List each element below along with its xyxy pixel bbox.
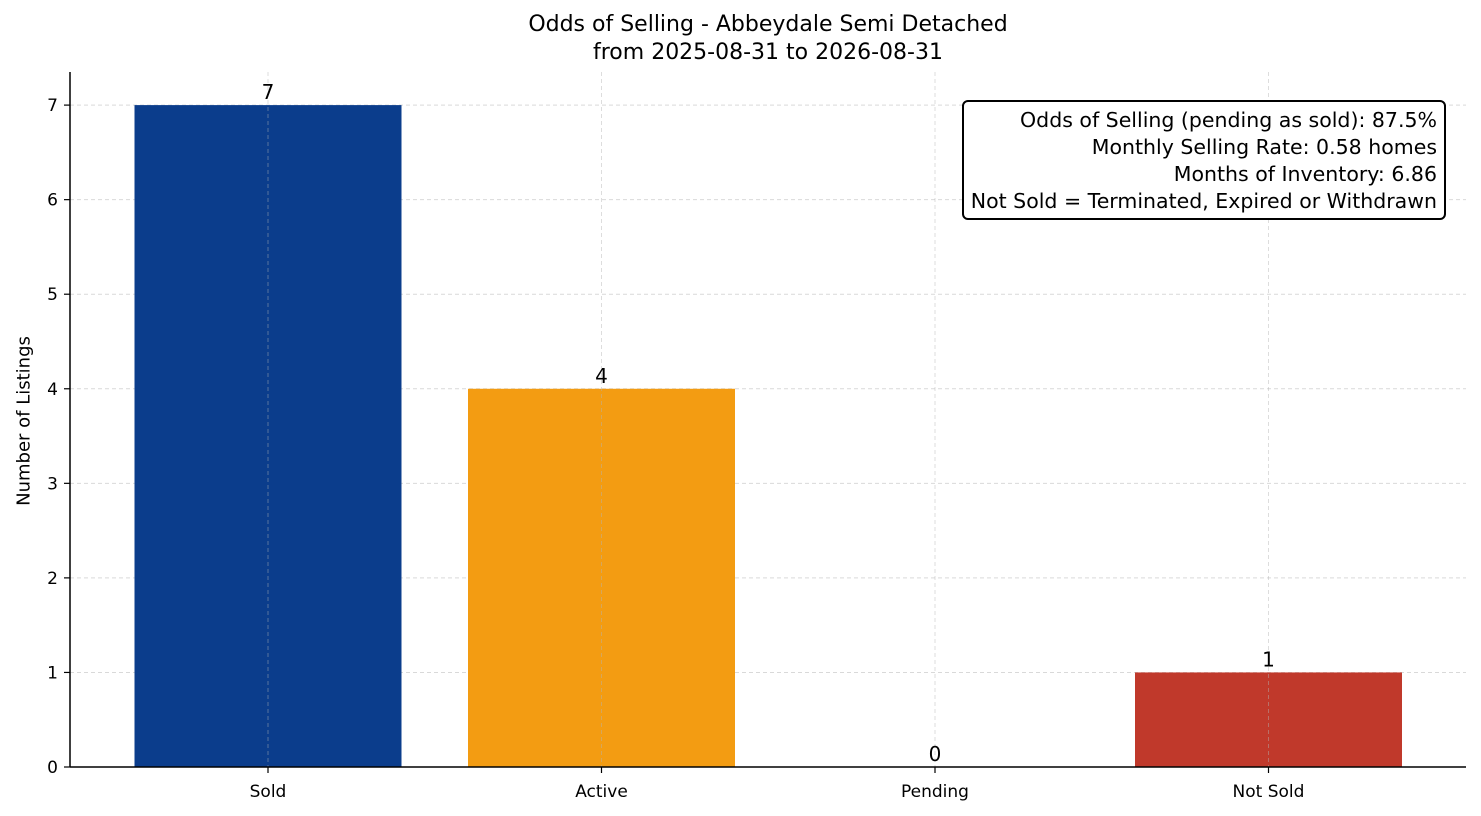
chart-subtitle: from 2025-08-31 to 2026-08-31 [593, 40, 943, 65]
y-tick-label: 6 [47, 191, 58, 211]
y-tick-label: 3 [47, 474, 58, 494]
labels: 0 1 2 3 4 5 6 7 7 4 0 1 Sold Active Pending Not Sold [47, 80, 1304, 802]
x-tick-label: Pending [901, 782, 969, 802]
bar-value-label: 1 [1262, 647, 1275, 671]
bar-active [468, 388, 735, 767]
y-tick-label: 7 [47, 96, 58, 116]
y-tick-label: 4 [47, 380, 58, 400]
stats-line-inventory: Months of Inventory: 6.86 [1173, 162, 1437, 186]
bar-value-label: 4 [595, 364, 608, 388]
stats-line-odds: Odds of Selling (pending as sold): 87.5% [1020, 108, 1437, 132]
y-tick-label: 1 [47, 663, 58, 683]
axes [64, 72, 1466, 773]
y-tick-label: 0 [47, 758, 58, 778]
stats-line-not-sold-note: Not Sold = Terminated, Expired or Withdr… [970, 189, 1437, 213]
bar-not-sold [1135, 672, 1402, 767]
stats-annotation-box: Odds of Selling (pending as sold): 87.5%… [961, 100, 1446, 220]
x-tick-label: Not Sold [1233, 782, 1305, 802]
y-tick-label: 2 [47, 569, 58, 589]
stats-line-selling-rate: Monthly Selling Rate: 0.58 homes [1091, 135, 1437, 159]
x-tick-label: Active [575, 782, 628, 802]
bar-sold [134, 105, 402, 768]
bar-value-label: 0 [929, 742, 942, 766]
chart-title: Odds of Selling - Abbeydale Semi Detache… [528, 12, 1008, 37]
x-tick-label: Sold [250, 782, 287, 802]
bars [134, 105, 1402, 768]
y-tick-label: 5 [47, 285, 58, 305]
bar-value-label: 7 [262, 80, 275, 104]
